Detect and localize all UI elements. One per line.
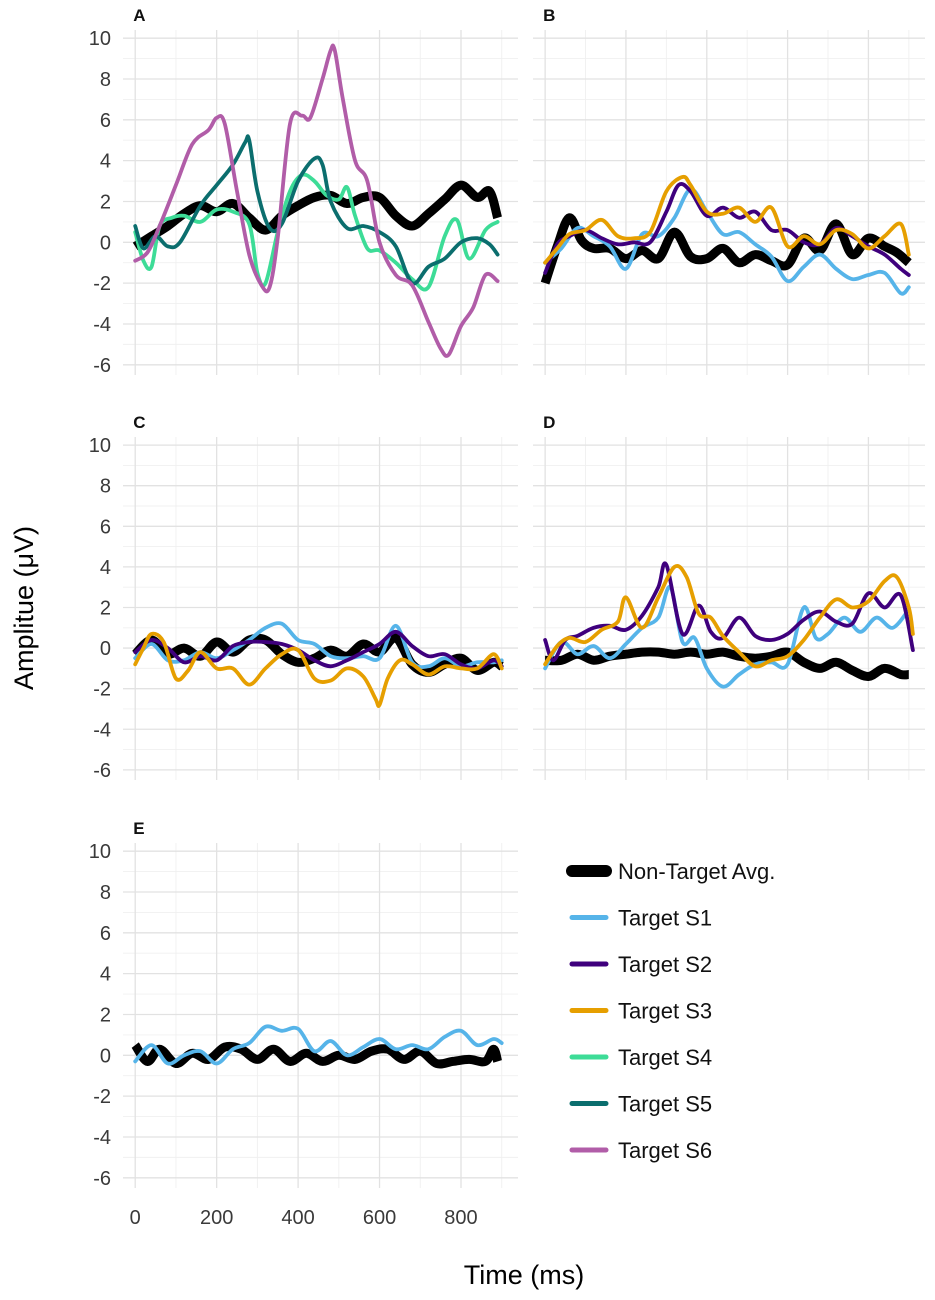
- x-tick-label: 800: [444, 1207, 477, 1229]
- line-non-target-avg: [540, 213, 912, 285]
- legend-label: Non-Target Avg.: [618, 859, 775, 884]
- y-tick-label: -2: [93, 679, 111, 701]
- line-target-s3: [543, 564, 915, 669]
- legend-label: Target S3: [618, 999, 712, 1024]
- y-tick-label: 6: [100, 923, 111, 945]
- line-target-s1: [543, 187, 911, 296]
- line-target-s5: [133, 134, 500, 286]
- y-tick-label: 6: [100, 110, 111, 132]
- panel-label: C: [133, 413, 145, 432]
- y-tick-label: -6: [93, 355, 111, 377]
- y-tick-label: 10: [89, 435, 111, 457]
- y-tick-label: -4: [93, 1127, 111, 1149]
- y-tick-label: 0: [100, 1045, 111, 1067]
- x-tick-label: 0: [130, 1207, 141, 1229]
- y-tick-label: 2: [100, 597, 111, 619]
- y-tick-label: 4: [100, 964, 111, 986]
- legend: Non-Target Avg. Target S1 Target S2 Target …: [566, 859, 775, 1163]
- panel-b: B: [533, 6, 925, 375]
- legend-label: Target S2: [618, 952, 712, 977]
- line-target-s2: [133, 629, 504, 671]
- line-target-s1: [133, 1024, 504, 1066]
- legend-label: Target S6: [618, 1138, 712, 1163]
- line-target-s1: [543, 585, 911, 689]
- y-tick-label: 8: [100, 882, 111, 904]
- legend-label: Target S5: [618, 1092, 712, 1117]
- y-tick-label: -4: [93, 719, 111, 741]
- y-tick-label: 0: [100, 638, 111, 660]
- y-tick-label: 10: [89, 841, 111, 863]
- panel-c: 10 8 6 4 2 0 -2 -4 -6 C: [89, 413, 518, 782]
- y-tick-label: 8: [100, 69, 111, 91]
- y-tick-label: 8: [100, 476, 111, 498]
- y-tick-label: -6: [93, 1168, 111, 1190]
- panel-label: B: [543, 6, 555, 25]
- line-target-s6: [133, 43, 500, 358]
- y-axis-title: Amplitue (μV): [9, 526, 39, 690]
- line-target-s2: [543, 561, 915, 663]
- y-tick-label: 6: [100, 516, 111, 538]
- y-tick-label: 4: [100, 557, 111, 579]
- y-tick-label: -6: [93, 760, 111, 782]
- panel-e: 10 8 6 4 2 0 -2 -4 -6 E: [89, 819, 518, 1190]
- y-tick-label: 0: [100, 232, 111, 254]
- y-tick-label: -2: [93, 1086, 111, 1108]
- legend-label: Target S4: [618, 1045, 712, 1070]
- y-tick-label: 2: [100, 191, 111, 213]
- y-tick-label: -4: [93, 314, 111, 336]
- y-tick-label: 2: [100, 1004, 111, 1026]
- y-tick-label: 4: [100, 151, 111, 173]
- line-target-s3: [543, 174, 911, 265]
- legend-label: Target S1: [618, 906, 712, 931]
- line-target-s3: [133, 631, 504, 708]
- panel-label: E: [133, 819, 144, 838]
- y-tick-label: -2: [93, 273, 111, 295]
- line-target-s2: [543, 182, 911, 277]
- x-axis-title: Time (ms): [464, 1260, 584, 1290]
- panel-label: A: [133, 6, 145, 25]
- y-tick-label: 10: [89, 28, 111, 50]
- x-tick-label: 400: [281, 1207, 314, 1229]
- line-target-s4: [133, 172, 500, 292]
- line-non-target-avg: [544, 647, 910, 681]
- panel-a: 10 8 6 4 2 0 -2 -4 -6 A: [89, 6, 518, 377]
- x-tick-label: 600: [363, 1207, 396, 1229]
- panel-label: D: [543, 413, 555, 432]
- panel-d: D: [533, 413, 925, 780]
- x-tick-label: 200: [200, 1207, 233, 1229]
